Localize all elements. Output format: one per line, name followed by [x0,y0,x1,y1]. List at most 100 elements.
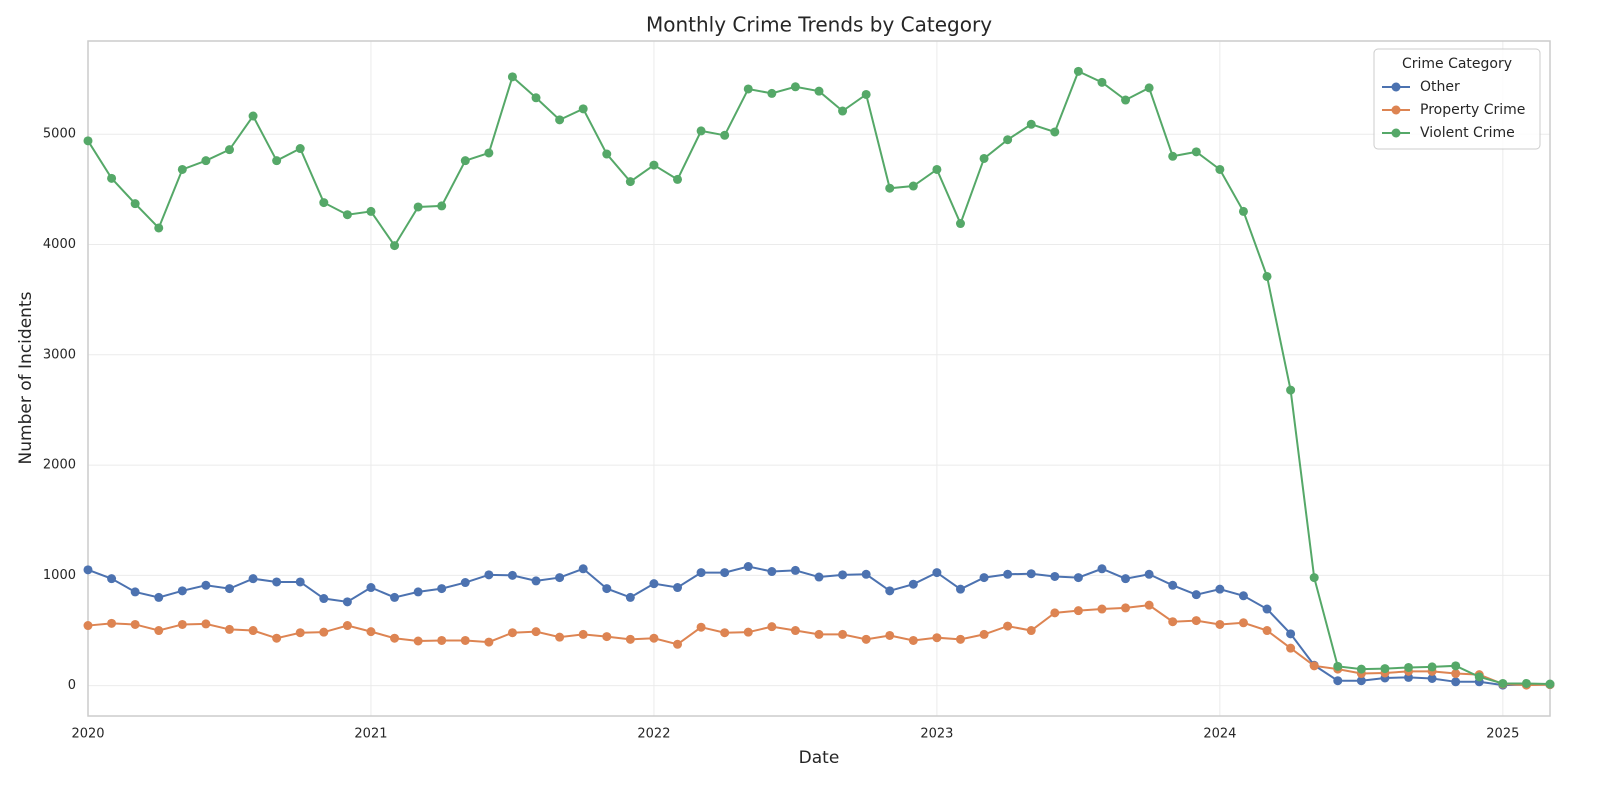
data-point [224,145,234,155]
data-point [319,198,329,208]
data-point [696,622,706,632]
data-point [1309,573,1319,583]
plot-frame [87,40,1551,717]
data-point [838,106,848,116]
data-point [460,635,470,645]
chart-title: Monthly Crime Trends by Category [646,13,992,37]
data-point [649,633,659,643]
data-point [342,210,352,220]
data-point [1003,135,1013,145]
data-point [154,223,164,233]
y-tick-label: 4000 [43,237,76,252]
data-point [814,629,824,639]
data-point [767,622,777,632]
data-point [1026,626,1036,636]
data-point [201,619,211,629]
data-point [177,164,187,174]
data-point [1309,661,1319,671]
data-point [649,160,659,170]
data-point [861,634,871,644]
data-point [83,621,93,631]
data-point [955,634,965,644]
data-point [578,629,588,639]
data-point [484,570,494,580]
data-point [1121,95,1131,105]
data-point [1003,621,1013,631]
data-point [625,177,635,187]
x-tick-label: 2020 [71,727,104,742]
series-line [87,69,1551,686]
data-point [1427,674,1437,683]
data-point [366,206,376,216]
data-point [696,568,706,578]
data-point [1097,604,1107,614]
x-tick-label: 2022 [637,727,670,742]
data-point [1144,569,1154,579]
data-point [201,580,211,590]
data-point [1451,677,1461,687]
data-point [578,564,588,574]
data-point [1097,564,1107,574]
data-point [1121,603,1131,613]
y-axis-label: Number of Incidents [16,291,36,464]
data-point [154,626,164,636]
data-point [1238,206,1248,216]
legend-box [1373,48,1541,150]
data-point [295,144,305,154]
data-point [1286,385,1296,395]
data-point [1427,662,1437,672]
legend: Crime Category Other Property Crime Violent… [1373,48,1541,150]
data-point [1003,569,1013,579]
data-point [1050,127,1060,137]
data-point [814,86,824,96]
data-point [107,173,117,183]
data-point [1238,591,1248,601]
data-point [531,93,541,103]
data-point [83,136,93,146]
data-point [720,130,730,140]
data-point [696,126,706,136]
legend-title: Crime Category [1402,56,1512,72]
data-point [625,592,635,602]
data-point [885,183,895,193]
data-point [1191,147,1201,157]
data-point [342,597,352,607]
data-point [1451,669,1461,679]
data-point [130,587,140,597]
data-point [460,578,470,588]
data-point [366,583,376,593]
data-point [1474,672,1484,682]
x-tick-label: 2025 [1486,727,1519,742]
data-point [1026,119,1036,129]
data-point [295,577,305,587]
y-tick-label: 3000 [43,347,76,362]
data-point [743,84,753,94]
data-point [1286,629,1296,639]
data-point [130,619,140,629]
data-point [1356,664,1366,674]
data-point [390,241,400,251]
data-point [1073,66,1083,76]
data-point [932,568,942,578]
data-point [413,636,423,646]
data-point [154,592,164,602]
data-point [1356,676,1366,686]
data-point [767,88,777,98]
data-point [107,618,117,628]
data-point [578,104,588,114]
data-point [272,156,282,166]
data-point [1144,83,1154,93]
data-point [507,570,517,580]
data-point [1262,271,1272,281]
x-tick-label: 2021 [354,727,387,742]
data-point [1050,608,1060,618]
data-point [1286,643,1296,653]
data-point [979,153,989,163]
data-point [908,635,918,645]
data-point [908,579,918,589]
data-point [932,164,942,174]
legend-marker [1391,128,1401,138]
data-point [602,149,612,159]
data-point [1215,619,1225,629]
